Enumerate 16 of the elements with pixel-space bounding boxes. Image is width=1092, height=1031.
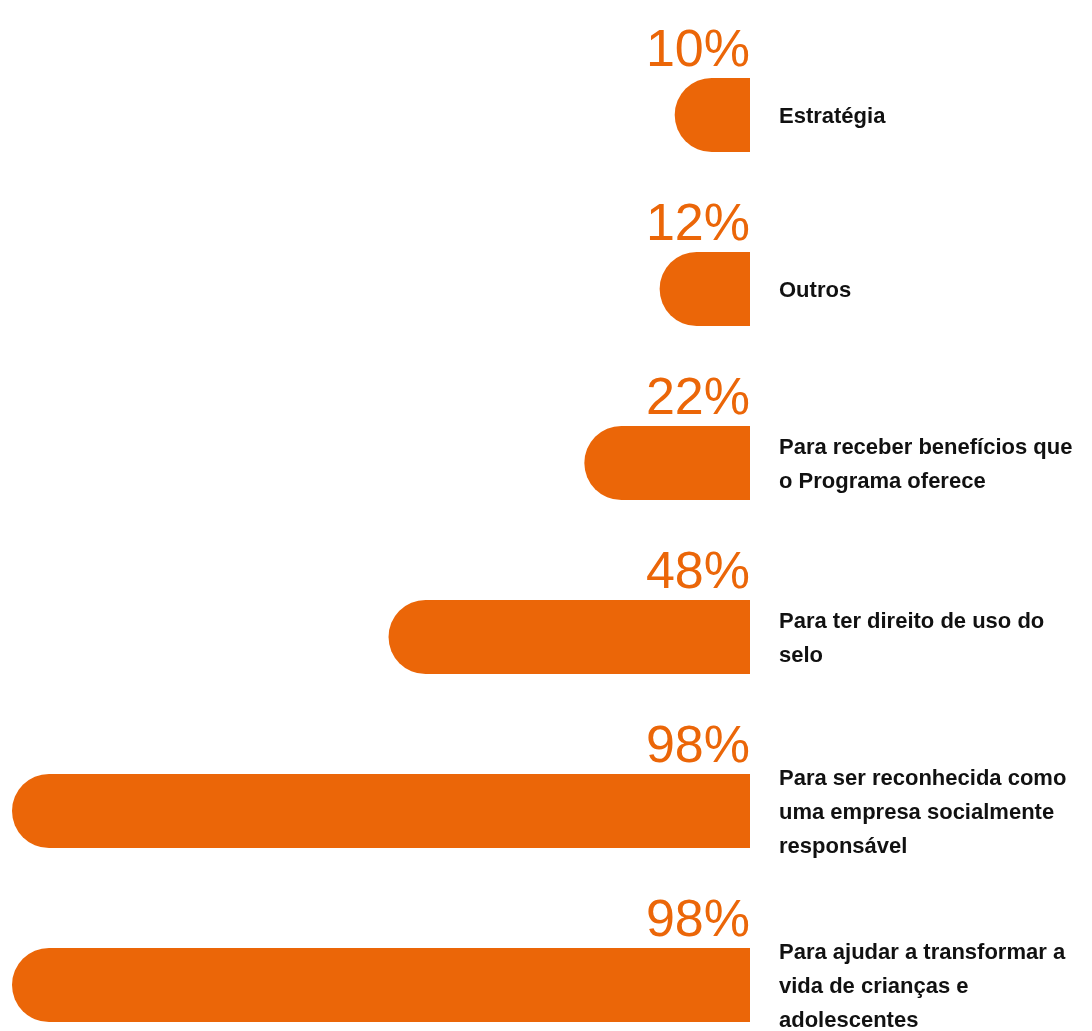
y-tick-label: Outros [779,277,852,302]
y-tick-label: Para ter direito de uso do selo [779,608,1045,667]
data-label: 48% [645,541,750,599]
bar [12,948,750,1022]
y-tick-label: Para ser reconhecida como uma empresa socialmente responsável [779,765,1067,858]
data-label: 98% [645,889,750,947]
data-label: 12% [645,193,750,251]
y-tick-label: Estratégia [779,103,887,128]
data-label: 22% [645,367,750,425]
y-tick-label: Para receber benefícios que o Programa oferece [779,434,1073,493]
data-label: 98% [645,715,750,773]
bar [584,426,750,500]
y-tick-label: Para ajudar a transformar a vida de crianças e adolescentes [779,939,1066,1031]
bar [12,774,750,848]
data-label: 10% [645,19,750,77]
bar [388,600,750,674]
